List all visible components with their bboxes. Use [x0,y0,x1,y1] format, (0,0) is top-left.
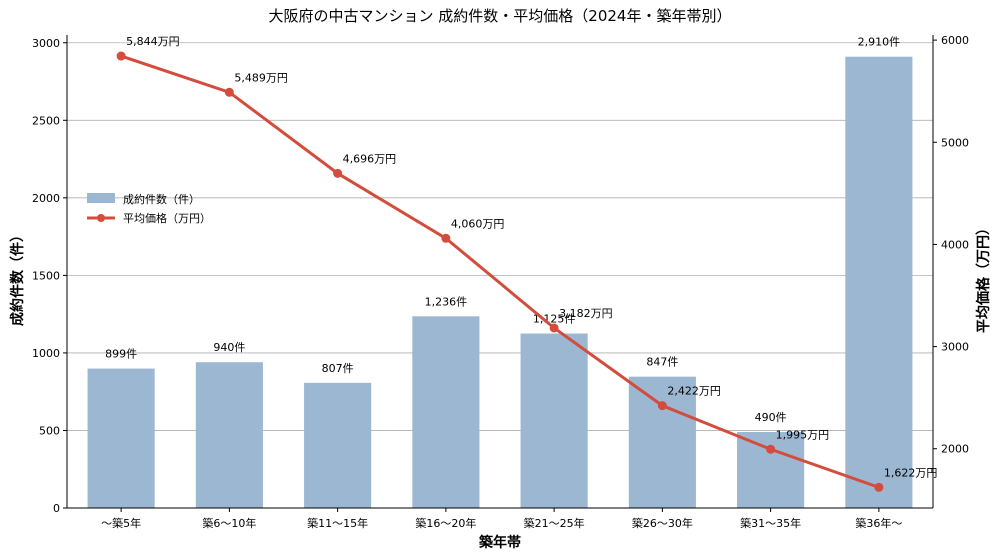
axes [66,35,934,509]
bar [87,368,155,508]
x-ticks: ～築5年 築6～10年 築11～15年 築16～20年 築21～25年 築26～30年 築3… [101,508,902,530]
y-axis-label-left: 成約件数（件） [9,228,26,326]
y-ticks-left: 0 500 1000 1500 2000 2500 3000 [32,37,67,515]
bar [520,333,588,508]
bar-label: 1,125件 [533,313,576,326]
y-tick-label-right: 3000 [941,341,969,354]
grid [67,42,933,431]
price-label: 1,995万円 [776,428,830,441]
legend: 成約件数（件） 平均価格（万円） [87,192,211,225]
price-line [120,54,880,489]
bars [87,56,913,508]
legend-swatch-bars [87,193,115,203]
price-label: 3,182万円 [559,307,613,320]
price-point [333,168,343,178]
y-tick-label-left: 1000 [32,347,60,360]
y-tick-label-right: 4000 [941,238,969,251]
x-tick-label: 築26～30年 [632,516,693,530]
bar [845,56,913,508]
x-tick-label: 築36年～ [855,516,902,530]
bar [412,316,480,508]
x-tick-label: 築21～25年 [524,516,585,530]
x-axis-label: 築年帯 [478,534,521,551]
bar-labels: 899件 940件 807件 1,236件 1,125件 847件 490件 2,910件 [105,36,900,424]
price-point [549,323,559,333]
price-label: 4,696万円 [343,152,397,165]
price-point [766,444,776,454]
y-tick-label-right: 6000 [941,34,969,47]
x-tick-label: 築6～10年 [202,516,256,530]
y-tick-label-left: 0 [53,502,60,515]
y-tick-label-left: 2500 [32,114,60,127]
legend-label-bars: 成約件数（件） [123,192,200,206]
y-tick-label-left: 2000 [32,192,60,205]
y-tick-label-right: 5000 [941,136,969,149]
legend-label-line: 平均価格（万円） [123,211,211,225]
bar-label: 490件 [755,411,787,424]
bar-label: 1,236件 [425,295,468,308]
price-label: 1,622万円 [884,466,938,479]
y-ticks-right: 2000 3000 4000 5000 6000 [933,34,969,456]
bar-label: 899件 [105,348,137,361]
y-tick-label-right: 2000 [941,443,969,456]
price-point [874,482,884,492]
x-tick-label: 築11～15年 [307,516,368,530]
price-point [441,233,451,243]
bar [737,432,805,508]
x-tick-label: 築16～20年 [415,516,476,530]
price-point [657,401,667,411]
x-tick-label: ～築5年 [101,516,141,530]
bar-label: 807件 [322,362,354,375]
bar-label: 847件 [646,356,678,369]
price-label: 4,060万円 [451,217,505,230]
chart-title: 大阪府の中古マンション 成約件数・平均価格（2024年・築年帯別） [269,7,732,25]
bar [304,382,372,508]
price-label: 5,489万円 [234,71,288,84]
price-line-group [116,51,884,492]
y-tick-label-left: 500 [39,424,60,437]
bar [628,376,696,508]
bar [195,362,263,508]
price-label: 2,422万円 [667,385,721,398]
line-labels: 5,844万円 5,489万円 4,696万円 4,060万円 3,182万円 2,422… [126,35,937,479]
price-point [224,87,234,97]
y-axis-label-right: 平均価格（万円） [975,221,992,333]
x-tick-label: 築31～35年 [740,516,801,530]
bar-label: 940件 [213,341,245,354]
y-tick-label-left: 3000 [32,37,60,50]
bar-label: 2,910件 [858,36,901,49]
price-label: 5,844万円 [126,35,180,48]
y-tick-label-left: 1500 [32,269,60,282]
price-point [116,51,126,61]
legend-swatch-marker [97,214,105,222]
